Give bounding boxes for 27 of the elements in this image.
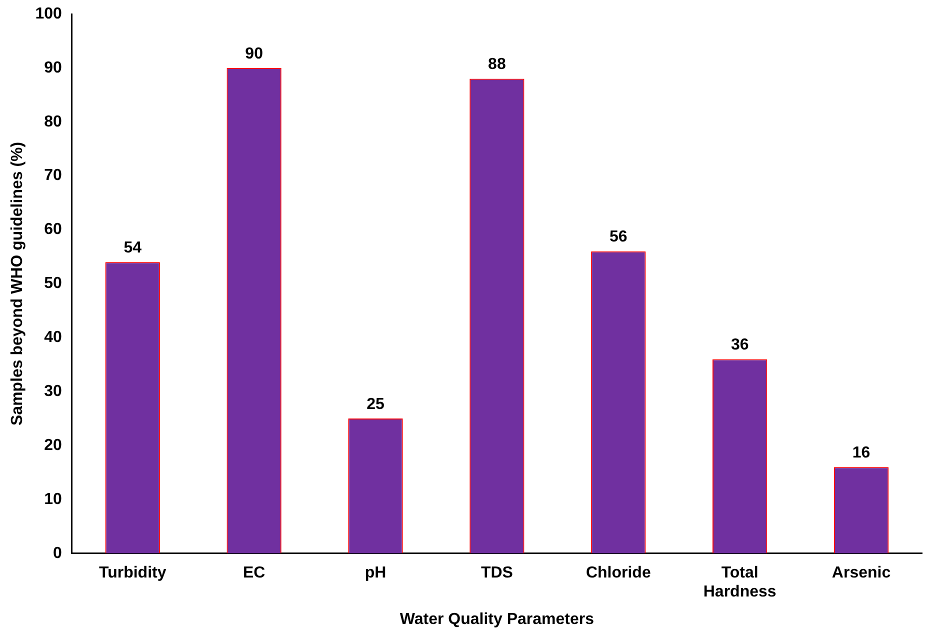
y-tick-label: 40 bbox=[44, 329, 62, 346]
x-tick-label: pH bbox=[364, 564, 386, 582]
y-tick-label: 70 bbox=[44, 167, 62, 184]
data-label: 54 bbox=[124, 240, 142, 257]
y-tick-label: 0 bbox=[52, 544, 62, 562]
y-axis-title: Samples beyond WHO guidelines (%) bbox=[9, 142, 26, 426]
x-tick-label: Total Hardness bbox=[703, 564, 776, 601]
y-tick-label: 50 bbox=[44, 275, 62, 292]
x-tick-label: TDS bbox=[480, 564, 514, 582]
x-tick-label: EC bbox=[242, 564, 266, 582]
data-label: 56 bbox=[609, 228, 628, 246]
y-tick-label: 80 bbox=[44, 113, 62, 130]
data-label: 25 bbox=[366, 396, 385, 413]
x-tick-label: Chloride bbox=[586, 564, 651, 582]
y-tick-label: 60 bbox=[44, 221, 62, 238]
data-label: 90 bbox=[245, 45, 264, 62]
y-tick-label: 100 bbox=[35, 5, 62, 22]
x-tick-label: Arsenic bbox=[832, 564, 891, 582]
x-tick-label: Turbidity bbox=[98, 564, 166, 582]
y-tick-label: 30 bbox=[44, 382, 62, 400]
data-label: 16 bbox=[852, 444, 870, 462]
y-tick-label: 20 bbox=[44, 436, 62, 454]
y-tick-label: 10 bbox=[44, 490, 62, 508]
x-axis-title: Water Quality Parameters bbox=[400, 610, 594, 628]
data-label: 36 bbox=[730, 336, 749, 354]
y-tick-label: 90 bbox=[44, 59, 62, 76]
data-label: 88 bbox=[488, 56, 506, 74]
